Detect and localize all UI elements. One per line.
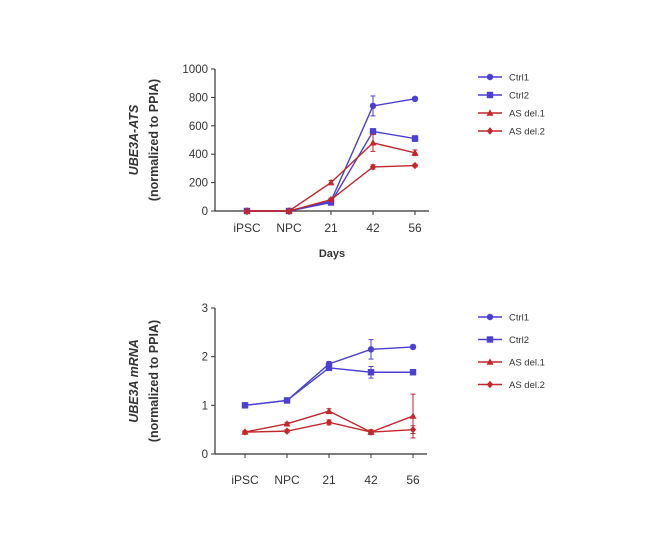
- data-point: [283, 397, 291, 404]
- data-point: [325, 364, 333, 372]
- y-tick-label: 400: [189, 149, 208, 161]
- data-point: [325, 418, 333, 427]
- legend-marker: [486, 91, 494, 99]
- legend-label: AS del.2: [509, 127, 545, 138]
- x-tick-label: 21: [324, 221, 338, 235]
- y-tick-label: 600: [189, 121, 208, 133]
- series-line: [244, 367, 413, 407]
- legend-marker: [486, 109, 494, 116]
- y-axis-title-gene: UBE3A-ATS: [127, 104, 141, 175]
- data-point: [369, 128, 377, 135]
- data-point: [367, 346, 375, 353]
- data-point: [367, 428, 375, 436]
- data-point: [411, 95, 419, 103]
- y-tick-label: 0: [202, 449, 208, 461]
- data-point: [283, 427, 291, 435]
- data-point: [367, 369, 375, 376]
- legend-label: Ctrl1: [509, 73, 529, 84]
- x-axis-title: Days: [319, 248, 345, 260]
- legend-marker: [486, 358, 494, 365]
- legend-entry: Ctrl2: [478, 91, 529, 102]
- legend-label: Ctrl2: [509, 335, 529, 346]
- legend-marker: [486, 380, 494, 389]
- legend-entry: Ctrl2: [478, 335, 529, 346]
- y-tick-label: 1: [202, 400, 208, 412]
- x-tick-label: 42: [366, 221, 380, 235]
- legend-entry: Ctrl1: [478, 313, 529, 324]
- legend-marker: [486, 73, 494, 81]
- data-point: [241, 428, 249, 436]
- data-point: [285, 207, 293, 215]
- legend-marker: [486, 127, 494, 135]
- legend-label: AS del.2: [509, 380, 545, 391]
- data-point: [243, 207, 251, 215]
- data-point: [369, 163, 377, 171]
- data-point: [325, 407, 333, 414]
- x-tick-label: iPSC: [233, 221, 261, 235]
- series-as-del-2: [241, 418, 417, 436]
- x-tick-label: 56: [406, 473, 420, 487]
- data-point: [411, 161, 419, 170]
- y-axis-title-normalization: (normalized to PPIA): [147, 320, 161, 442]
- y-tick-label: 200: [189, 178, 208, 190]
- series-ctrl2: [241, 364, 417, 409]
- data-point: [369, 102, 377, 110]
- series-line: [244, 346, 414, 407]
- legend-entry: Ctrl1: [478, 73, 529, 84]
- legend-label: Ctrl1: [509, 313, 529, 324]
- legend-entry: AS del.2: [478, 380, 545, 391]
- legend-marker: [486, 313, 494, 321]
- data-point: [409, 343, 417, 351]
- data-point: [369, 139, 377, 146]
- chart-ube3a-mrna: 0 1 2 3 iPSC NPC 21 42 56 UBE3A mRNA (normalized t…: [127, 303, 545, 487]
- series-ctrl1: [241, 339, 417, 409]
- x-tick-label: iPSC: [231, 473, 259, 487]
- y-tick-label: 2: [202, 352, 208, 364]
- legend-label: AS del.1: [509, 358, 545, 369]
- legend-entry: AS del.2: [478, 127, 545, 138]
- legend-marker: [486, 336, 494, 343]
- data-point: [409, 425, 417, 434]
- data-point: [411, 149, 419, 156]
- x-tick-label: NPC: [276, 221, 302, 235]
- data-point: [411, 135, 419, 142]
- y-tick-label: 1000: [182, 64, 208, 76]
- legend-entry: AS del.1: [478, 358, 545, 369]
- x-tick-label: 56: [408, 221, 422, 235]
- legend-entry: AS del.1: [478, 109, 545, 120]
- series-line: [247, 98, 416, 212]
- data-point: [409, 412, 417, 419]
- y-tick-label: 3: [202, 303, 208, 315]
- data-point: [241, 402, 249, 409]
- x-tick-label: NPC: [274, 473, 300, 487]
- series-as-del-2: [243, 161, 419, 215]
- data-point: [327, 178, 335, 186]
- data-point: [409, 369, 417, 376]
- y-tick-label: 800: [189, 92, 208, 104]
- y-axis-title-gene: UBE3A mRNA: [127, 339, 141, 423]
- y-axis-title-normalization: (normalized to PPIA): [147, 79, 161, 201]
- chart-ube3a-ats: 0 200 400 600 800 1000 iPSC NPC 21 42 56 Days UBE3A-…: [127, 64, 545, 260]
- legend-label: AS del.1: [509, 109, 545, 120]
- x-tick-label: 21: [322, 473, 336, 487]
- x-tick-label: 42: [364, 473, 378, 487]
- legend-label: Ctrl2: [509, 91, 529, 102]
- y-tick-label: 0: [202, 206, 208, 218]
- data-point: [283, 420, 291, 427]
- data-point: [327, 195, 335, 204]
